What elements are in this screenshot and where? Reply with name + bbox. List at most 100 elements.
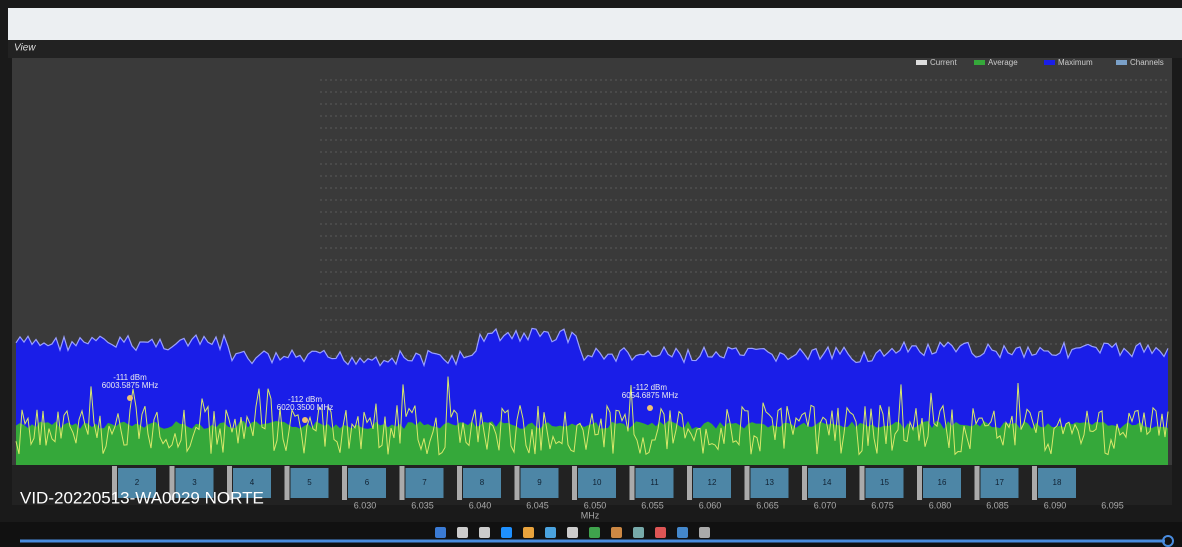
- channel-box[interactable]: [463, 468, 501, 498]
- channel-label: 6: [365, 478, 370, 487]
- current-trace: [15, 376, 1169, 456]
- peak-level: -112 dBm: [633, 383, 667, 392]
- channel-label: 18: [1053, 478, 1062, 487]
- channel-label: 8: [480, 478, 485, 487]
- channel-edge: [859, 466, 865, 500]
- x-tick-label: 6.045: [526, 500, 549, 510]
- x-tick-label: 6.075: [871, 500, 894, 510]
- x-tick-label: 6.035: [411, 500, 434, 510]
- channel-label: 2: [135, 478, 140, 487]
- legend-swatch: [916, 60, 927, 65]
- x-axis: 6.030 6.035 6.040 6.045 6.050 6.055 6.060 6.065…: [354, 500, 1124, 510]
- peak-marker: [647, 405, 653, 411]
- channel-label: 4: [250, 478, 255, 487]
- channel-box[interactable]: [750, 468, 789, 498]
- channel-edge: [572, 466, 577, 500]
- toolbar: [8, 40, 1182, 58]
- task-icon[interactable]: [589, 527, 600, 538]
- channel-edge: [802, 466, 807, 500]
- channel-box[interactable]: [1038, 468, 1076, 498]
- taskbar-icons: [435, 527, 710, 538]
- task-icon[interactable]: [479, 527, 490, 538]
- legend-label: Channels: [1130, 58, 1164, 67]
- channel-box[interactable]: [693, 468, 731, 498]
- channel-box[interactable]: [233, 468, 271, 498]
- x-tick-label: 6.095: [1101, 500, 1124, 510]
- x-tick-label: 6.055: [641, 500, 664, 510]
- channel-box[interactable]: [348, 468, 386, 498]
- peak-marker: [127, 395, 133, 401]
- channel-edge: [514, 466, 520, 500]
- channel-box[interactable]: [578, 468, 616, 498]
- x-tick-label: 6.090: [1044, 500, 1067, 510]
- channel-label: 15: [880, 478, 889, 487]
- task-icon[interactable]: [633, 527, 644, 538]
- peak-frequency: 6054.6875 MHz: [622, 391, 678, 400]
- channel-box[interactable]: [635, 468, 674, 498]
- channel-box[interactable]: [175, 468, 214, 498]
- channel-edge: [1032, 466, 1037, 500]
- channel-label: 13: [765, 478, 774, 487]
- channel-box[interactable]: [118, 468, 156, 498]
- x-tick-label: 6.040: [469, 500, 492, 510]
- x-tick-label: 6.060: [699, 500, 722, 510]
- maximum-outline: [15, 327, 1169, 368]
- peak-marker: [302, 417, 308, 423]
- channel-edge: [629, 466, 635, 500]
- x-tick-label: 6.085: [986, 500, 1009, 510]
- legend-label: Current: [930, 58, 957, 67]
- task-icon[interactable]: [677, 527, 688, 538]
- channel-label: 12: [708, 478, 717, 487]
- channel-box[interactable]: [923, 468, 961, 498]
- task-icon[interactable]: [457, 527, 468, 538]
- channel-edge: [917, 466, 922, 500]
- task-icon[interactable]: [545, 527, 556, 538]
- channel-box[interactable]: [980, 468, 1019, 498]
- channel-box[interactable]: [865, 468, 904, 498]
- channel-label: 11: [650, 478, 659, 487]
- task-icon[interactable]: [699, 527, 710, 538]
- channel-edge: [687, 466, 692, 500]
- channel-edge: [342, 466, 347, 500]
- legend-swatch: [1044, 60, 1055, 65]
- task-icon[interactable]: [435, 527, 446, 538]
- legend-swatch: [1116, 60, 1127, 65]
- channel-edge: [457, 466, 462, 500]
- video-caption: VID-20220513-WA0029 NORTE: [20, 488, 264, 507]
- channel-box[interactable]: [520, 468, 559, 498]
- channel-label: 14: [823, 478, 832, 487]
- x-tick-label: 6.030: [354, 500, 377, 510]
- channel-box[interactable]: [405, 468, 444, 498]
- peak-level: -112 dBm: [288, 395, 322, 404]
- channel-label: 16: [938, 478, 947, 487]
- legend-label: Maximum: [1058, 58, 1093, 67]
- task-icon[interactable]: [655, 527, 666, 538]
- task-icon[interactable]: [611, 527, 622, 538]
- x-tick-label: 6.080: [929, 500, 952, 510]
- progress-handle[interactable]: [1162, 535, 1174, 547]
- task-icon[interactable]: [567, 527, 578, 538]
- channels: 2 3 4 5 6 7 8 9 10 11 12 13 14 15 16 17 18: [112, 466, 1076, 500]
- x-tick-label: 6.050: [584, 500, 607, 510]
- channel-edge: [744, 466, 750, 500]
- channel-label: 17: [995, 478, 1004, 487]
- channel-edge: [399, 466, 405, 500]
- channel-box[interactable]: [808, 468, 846, 498]
- channel-edge: [227, 466, 232, 500]
- average-area: [16, 421, 1168, 465]
- view-title: View: [14, 43, 36, 54]
- channel-label: 9: [537, 478, 542, 487]
- channel-label: 3: [192, 478, 197, 487]
- x-tick-label: 6.070: [814, 500, 837, 510]
- task-icon[interactable]: [501, 527, 512, 538]
- legend: Current Average Maximum Channels: [916, 58, 1164, 67]
- channel-label: 10: [593, 478, 602, 487]
- legend-swatch: [974, 60, 985, 65]
- channel-edge: [112, 466, 117, 500]
- legend-label: Average: [988, 58, 1018, 67]
- channel-box[interactable]: [290, 468, 329, 498]
- task-icon[interactable]: [523, 527, 534, 538]
- channel-edge: [169, 466, 175, 500]
